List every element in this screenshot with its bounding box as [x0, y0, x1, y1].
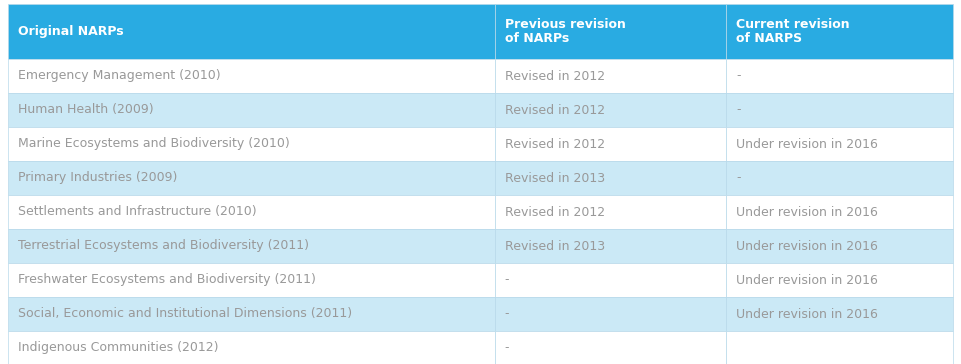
Bar: [8, 297, 495, 331]
Bar: [495, 331, 727, 364]
Bar: [8, 331, 495, 364]
Bar: [8, 4, 495, 59]
Bar: [8, 59, 495, 93]
Text: Settlements and Infrastructure (2010): Settlements and Infrastructure (2010): [18, 206, 257, 218]
Bar: [495, 127, 727, 161]
Text: Indigenous Communities (2012): Indigenous Communities (2012): [18, 341, 218, 355]
Text: -: -: [736, 171, 741, 185]
Bar: [495, 229, 727, 263]
Text: -: -: [505, 273, 509, 286]
Text: Revised in 2012: Revised in 2012: [505, 206, 604, 218]
Text: Original NARPs: Original NARPs: [18, 25, 124, 38]
Text: Revised in 2012: Revised in 2012: [505, 138, 604, 150]
Text: -: -: [736, 103, 741, 116]
Bar: [8, 195, 495, 229]
Text: Terrestrial Ecosystems and Biodiversity (2011): Terrestrial Ecosystems and Biodiversity …: [18, 240, 309, 253]
Bar: [727, 161, 953, 195]
Text: -: -: [505, 308, 509, 320]
Text: Under revision in 2016: Under revision in 2016: [736, 138, 878, 150]
Text: Revised in 2012: Revised in 2012: [505, 70, 604, 83]
Bar: [727, 93, 953, 127]
Text: Human Health (2009): Human Health (2009): [18, 103, 154, 116]
Bar: [495, 195, 727, 229]
Bar: [495, 93, 727, 127]
Text: Under revision in 2016: Under revision in 2016: [736, 308, 878, 320]
Text: -: -: [505, 341, 509, 355]
Text: Primary Industries (2009): Primary Industries (2009): [18, 171, 178, 185]
Text: Revised in 2013: Revised in 2013: [505, 240, 604, 253]
Bar: [495, 59, 727, 93]
Text: Under revision in 2016: Under revision in 2016: [736, 240, 878, 253]
Bar: [8, 127, 495, 161]
Bar: [727, 263, 953, 297]
Bar: [495, 4, 727, 59]
Text: Under revision in 2016: Under revision in 2016: [736, 206, 878, 218]
Bar: [495, 263, 727, 297]
Text: Revised in 2013: Revised in 2013: [505, 171, 604, 185]
Bar: [727, 229, 953, 263]
Bar: [727, 4, 953, 59]
Bar: [727, 127, 953, 161]
Text: Marine Ecosystems and Biodiversity (2010): Marine Ecosystems and Biodiversity (2010…: [18, 138, 290, 150]
Text: Social, Economic and Institutional Dimensions (2011): Social, Economic and Institutional Dimen…: [18, 308, 352, 320]
Bar: [727, 59, 953, 93]
Bar: [8, 229, 495, 263]
Bar: [727, 195, 953, 229]
Bar: [727, 331, 953, 364]
Text: Previous revision
of NARPs: Previous revision of NARPs: [505, 17, 626, 46]
Text: -: -: [736, 70, 741, 83]
Text: Emergency Management (2010): Emergency Management (2010): [18, 70, 221, 83]
Bar: [8, 161, 495, 195]
Text: Revised in 2012: Revised in 2012: [505, 103, 604, 116]
Bar: [495, 297, 727, 331]
Text: Freshwater Ecosystems and Biodiversity (2011): Freshwater Ecosystems and Biodiversity (…: [18, 273, 316, 286]
Bar: [495, 161, 727, 195]
Bar: [727, 297, 953, 331]
Text: Under revision in 2016: Under revision in 2016: [736, 273, 878, 286]
Bar: [8, 93, 495, 127]
Text: Current revision
of NARPS: Current revision of NARPS: [736, 17, 850, 46]
Bar: [8, 263, 495, 297]
